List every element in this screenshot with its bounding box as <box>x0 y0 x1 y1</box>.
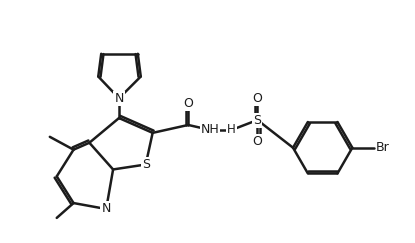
Text: N: N <box>102 202 111 216</box>
Text: O: O <box>183 97 193 110</box>
Text: O: O <box>252 92 262 105</box>
Text: NH: NH <box>200 123 220 136</box>
Text: S: S <box>142 158 150 171</box>
Text: Br: Br <box>376 141 390 154</box>
Text: N: N <box>115 92 124 105</box>
Text: O: O <box>252 135 262 148</box>
Text: S: S <box>254 113 261 127</box>
Text: H: H <box>227 123 236 136</box>
